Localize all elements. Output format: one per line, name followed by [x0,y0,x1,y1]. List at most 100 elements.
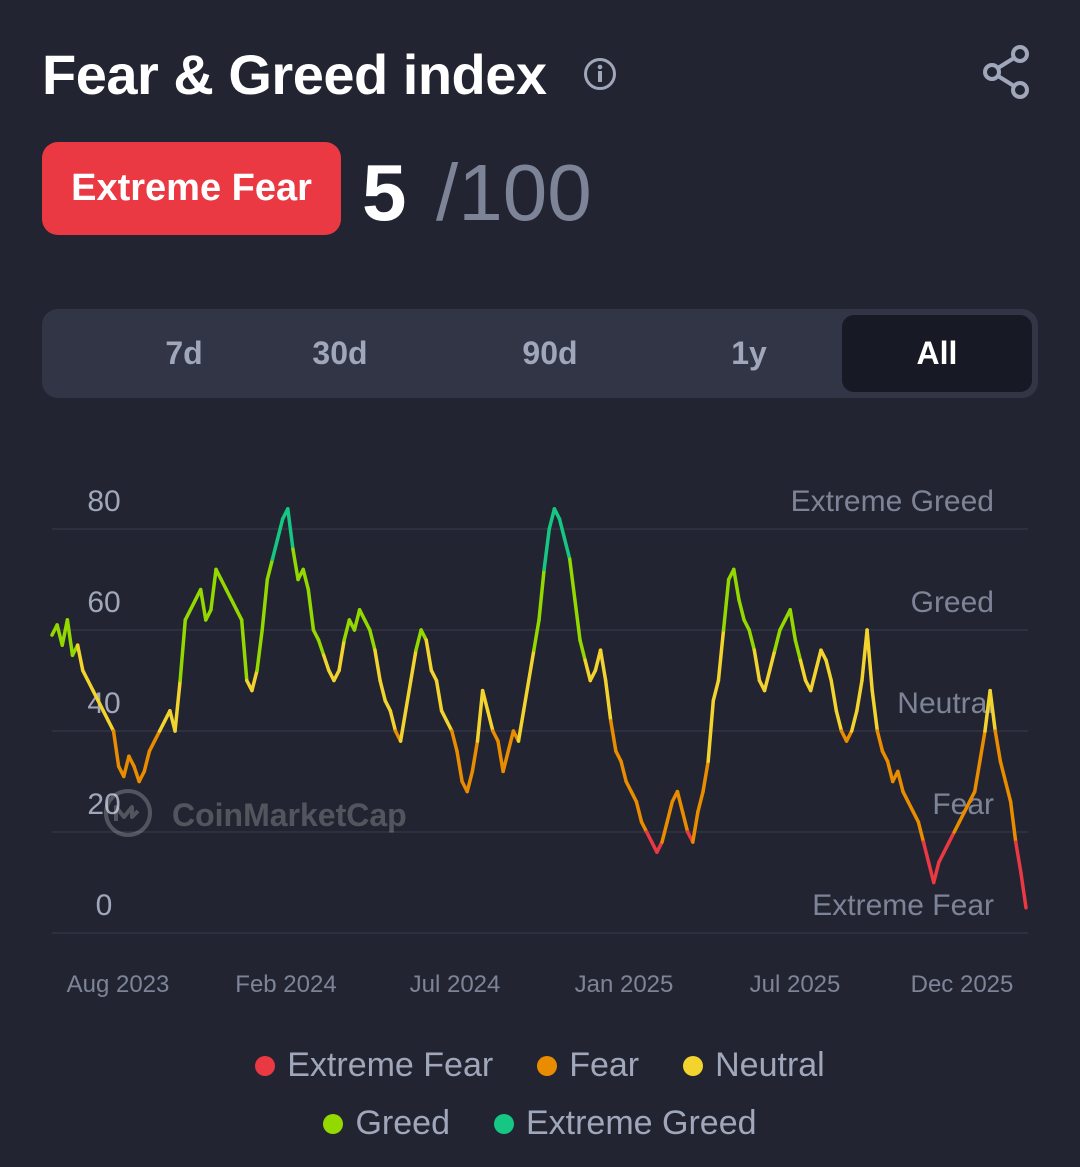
line-segment [742,618,751,632]
legend-dot-icon [537,1055,558,1076]
line-segment [414,628,423,652]
line-segment [557,517,567,541]
line-segment [198,587,208,622]
x-axis-ticks: Aug 2023 Feb 2024 Jul 2024 Jan 2025 Jul 2025… [67,971,1014,998]
line-segment [480,688,490,713]
line-segment [75,643,85,673]
line-segment [470,739,480,774]
line-segment [865,628,874,693]
line-segment [721,577,731,632]
line-segment [870,688,880,733]
line-segment [696,789,705,814]
line-segment [311,628,321,642]
line-segment [773,628,782,652]
line-segment [542,527,552,572]
line-segment [357,608,367,622]
line-segment [188,597,198,612]
legend-item-fear: Fear [537,1046,639,1085]
line-segment [711,678,721,703]
legend-dot-icon [683,1055,704,1076]
legend-row-2: Greed Extreme Greed [0,1104,1080,1143]
line-segment [516,709,526,743]
tab-90d[interactable]: 90d [522,335,578,371]
line-segment [106,719,116,733]
line-segment [368,628,377,652]
line-segment [142,749,152,774]
line-segment [732,567,741,602]
line-segment [885,759,895,784]
x-tick-label: Jul 2025 [750,971,841,998]
line-segment [250,668,259,693]
line-segment [152,729,162,743]
line-segment [383,698,393,713]
line-segment [701,759,710,794]
line-segment [747,628,757,652]
line-segment [378,678,387,703]
line-segment [147,739,157,753]
line-segment [81,668,90,683]
line-segment [444,719,454,733]
line-segment [275,517,285,541]
legend-label: Extreme Greed [525,1104,757,1142]
legend-item-extreme-greed: Extreme Greed [493,1104,757,1143]
line-segment [306,587,316,632]
line-segment [455,749,464,784]
line-segment [660,820,669,844]
x-tick-label: Dec 2025 [911,971,1014,998]
line-segment [578,638,587,663]
line-segment [122,754,131,779]
line-segment [614,749,623,764]
share-icon[interactable] [980,44,1032,100]
line-segment [880,749,890,764]
line-segment [1013,840,1023,875]
line-segment [485,709,495,733]
line-segment [762,668,772,693]
line-segment [86,678,95,693]
chart-grid [52,528,1028,934]
line-segment [537,567,546,622]
zone-label: Extreme Fear [812,889,994,922]
legend-label: Fear [569,1046,640,1084]
line-segment [1019,870,1028,910]
line-segment [947,830,956,844]
line-segment [644,830,654,844]
line-segment [229,597,239,612]
line-segment [588,668,598,683]
tab-all[interactable]: All [842,315,1032,392]
line-segment [844,729,854,743]
legend-item-neutral: Neutral [683,1046,825,1085]
tab-7d[interactable]: 7d [165,335,203,371]
line-segment [291,547,300,582]
line-segment [737,597,746,622]
page-title: Fear & Greed index [42,43,547,106]
line-segment [373,648,382,683]
line-segment [111,729,121,769]
line-segment [173,678,182,733]
score-value: 5 [362,148,407,237]
line-segment [137,769,147,784]
line-segment [972,759,982,794]
tab-30d[interactable]: 30d [312,335,368,371]
tab-1y[interactable]: 1y [731,335,767,371]
line-segment [896,769,905,794]
line-segment [450,729,459,753]
x-tick-label: Jan 2025 [575,971,674,998]
line-segment [409,648,418,683]
line-segment [465,769,475,794]
legend-item-greed: Greed [323,1104,450,1143]
line-segment [778,618,787,632]
info-icon[interactable] [583,57,617,91]
line-segment [362,618,372,632]
line-segment [875,729,885,753]
line-segment [1003,779,1013,804]
line-segment [388,709,398,733]
line-segment [419,628,428,642]
x-tick-label: Jul 2024 [410,971,501,998]
x-tick-label: Feb 2024 [235,971,336,998]
line-segment [214,567,223,582]
line-segment [332,668,341,683]
x-tick-label: Aug 2023 [67,971,170,998]
